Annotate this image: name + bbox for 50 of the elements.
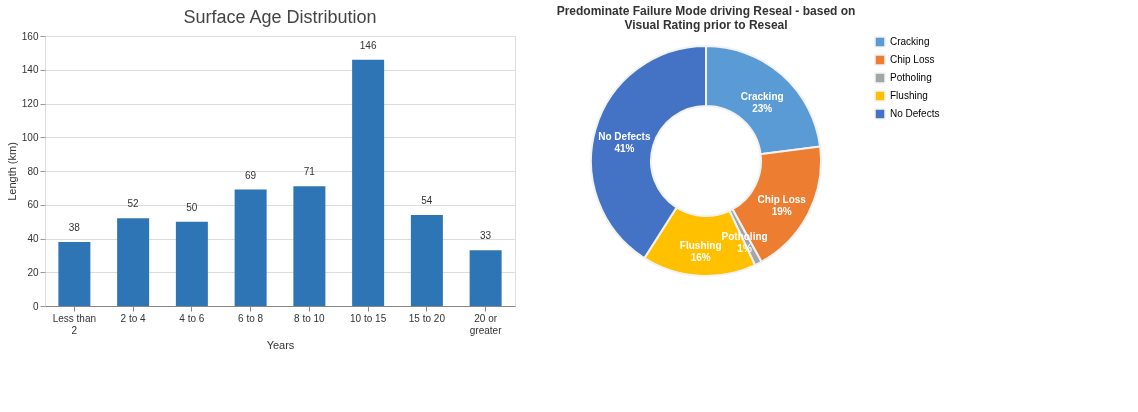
- data-label: 16%: [690, 251, 711, 263]
- data-label: 146: [359, 39, 377, 51]
- y-tick-label: 120: [21, 98, 39, 109]
- data-label: 69: [245, 169, 257, 181]
- y-tick-label: 100: [21, 131, 39, 143]
- slice-label: Flushing: [679, 239, 722, 251]
- x-tick-label: 20 or greater: [469, 312, 503, 336]
- slice-label: Cracking: [740, 91, 784, 103]
- bar: [117, 218, 150, 306]
- data-label: 33: [480, 230, 492, 242]
- data-label: 23%: [752, 103, 773, 115]
- data-label: 71: [303, 166, 316, 178]
- chart-title: Surface Age Distribution: [183, 7, 377, 27]
- y-tick-label: 60: [27, 199, 39, 211]
- bar: [58, 241, 91, 306]
- x-tick-label: 4 to 6: [179, 312, 205, 324]
- x-tick-label: Less than 2: [52, 312, 97, 336]
- y-tick-label: 0: [32, 300, 39, 312]
- bar: [175, 221, 208, 306]
- data-label: 52: [127, 198, 140, 210]
- data-label: 41%: [614, 143, 635, 155]
- bar: [352, 59, 385, 306]
- y-tick-label: 20: [27, 266, 39, 278]
- x-tick-label: 6 to 8: [238, 312, 264, 324]
- y-axis-title: Length (km): [5, 142, 18, 201]
- legend-label: Potholing: [890, 72, 932, 83]
- data-label: 38: [68, 221, 81, 233]
- x-tick-label: 10 to 15: [350, 312, 387, 324]
- bar: [234, 189, 267, 306]
- x-axis-title: Years: [266, 338, 295, 351]
- legend-label: Flushing: [890, 90, 928, 101]
- bar: [410, 214, 443, 306]
- y-tick-label: 160: [21, 30, 39, 42]
- data-label: 54: [421, 194, 433, 206]
- slice-label: Chip Loss: [757, 193, 807, 205]
- data-label: 19%: [771, 205, 792, 217]
- data-label: 50: [186, 201, 198, 213]
- y-tick-label: 80: [27, 165, 39, 177]
- bar: [469, 250, 502, 306]
- legend-label: No Defects: [890, 108, 940, 119]
- bar: [293, 186, 326, 306]
- legend-label: Cracking: [890, 36, 930, 47]
- slice-label: No Defects: [598, 131, 651, 143]
- x-tick-label: 8 to 10: [294, 312, 326, 324]
- legend-label: Chip Loss: [890, 54, 935, 65]
- x-tick-label: 2 to 4: [120, 312, 147, 324]
- y-tick-label: 40: [27, 233, 39, 244]
- y-tick-label: 140: [21, 64, 39, 76]
- chart-title: Predominate Failure Mode driving Reseal - based on Visual Rating prior to Reseal: [556, 4, 856, 32]
- x-tick-label: 15 to 20: [408, 312, 446, 324]
